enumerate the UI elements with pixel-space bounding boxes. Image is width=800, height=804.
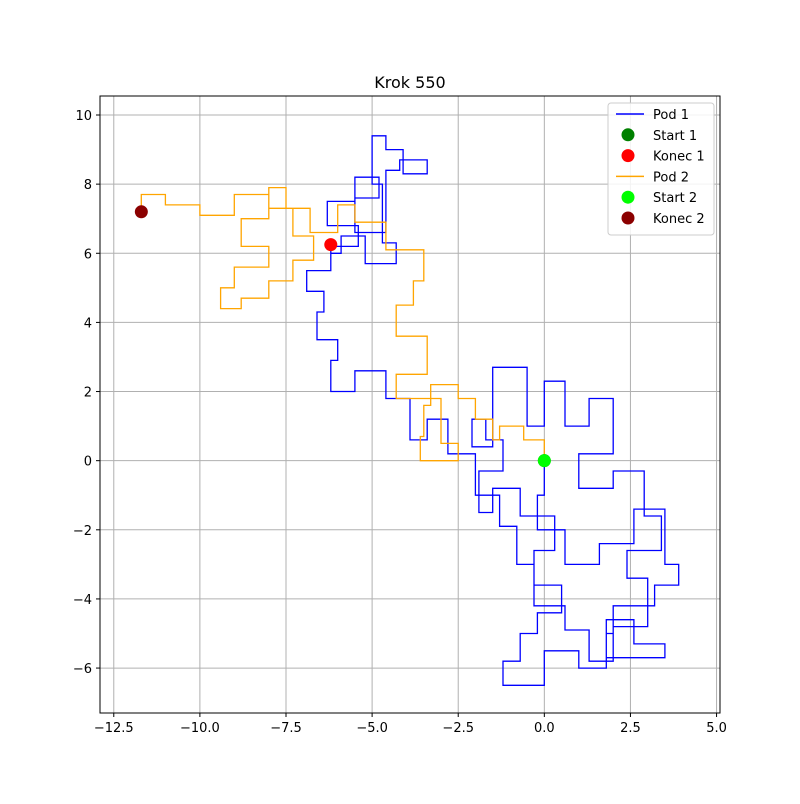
x-tick-label: 5.0	[706, 721, 727, 736]
plot-area	[134, 135, 680, 686]
x-tick-label: −7.5	[270, 721, 302, 736]
x-tick-label: −12.5	[94, 721, 134, 736]
y-axis-ticks: −6 −4 −2 0 2 4 6 8 10	[73, 109, 100, 677]
legend-box	[607, 102, 715, 236]
x-axis-ticks: −12.5 −10.0 −7.5 −5.0 −2.5 0.0 2.5 5.0	[94, 713, 727, 736]
legend-label-konec-2: Konec 2	[653, 212, 705, 227]
legend-label-pod-1: Pod 1	[653, 108, 689, 123]
y-tick-label: 6	[84, 247, 92, 262]
y-tick-label: 4	[84, 316, 92, 331]
plot-frame	[99, 95, 721, 714]
y-tick-label: 0	[84, 455, 92, 470]
legend-label-konec-1: Konec 1	[653, 150, 705, 165]
x-tick-label: −10.0	[180, 721, 220, 736]
legend-swatch-start-2	[621, 190, 635, 204]
y-tick-label: −2	[73, 524, 92, 539]
legend-swatch-konec-2	[621, 211, 635, 225]
y-tick-label: 10	[75, 109, 92, 124]
legend-swatch-start-1	[621, 128, 635, 142]
chart-title: Krok 550	[374, 73, 445, 92]
y-tick-label: −6	[73, 662, 92, 677]
series-lines-layer	[140, 135, 680, 686]
legend-swatch-konec-1	[621, 149, 635, 163]
markers-layer	[134, 205, 551, 468]
series-line-pod-1	[306, 135, 680, 686]
x-tick-label: −5.0	[356, 721, 388, 736]
y-tick-label: 2	[84, 386, 92, 401]
marker-konec-2	[134, 205, 148, 219]
legend-label-pod-2: Pod 2	[653, 170, 689, 185]
x-tick-label: 2.5	[620, 721, 641, 736]
y-tick-label: 8	[84, 178, 92, 193]
y-tick-label: −4	[73, 593, 92, 608]
x-tick-label: 0.0	[534, 721, 555, 736]
legend: Pod 1 Start 1 Konec 1 Pod 2 Start 2 Konec 2	[607, 102, 715, 236]
x-tick-label: −2.5	[442, 721, 474, 736]
series-line-pod-2	[140, 186, 545, 462]
legend-label-start-2: Start 2	[653, 191, 697, 206]
legend-items: Pod 1 Start 1 Konec 1 Pod 2 Start 2 Konec 2	[616, 108, 705, 227]
legend-label-start-1: Start 1	[653, 129, 697, 144]
marker-konec-1	[324, 238, 338, 252]
marker-start-2	[537, 454, 551, 468]
